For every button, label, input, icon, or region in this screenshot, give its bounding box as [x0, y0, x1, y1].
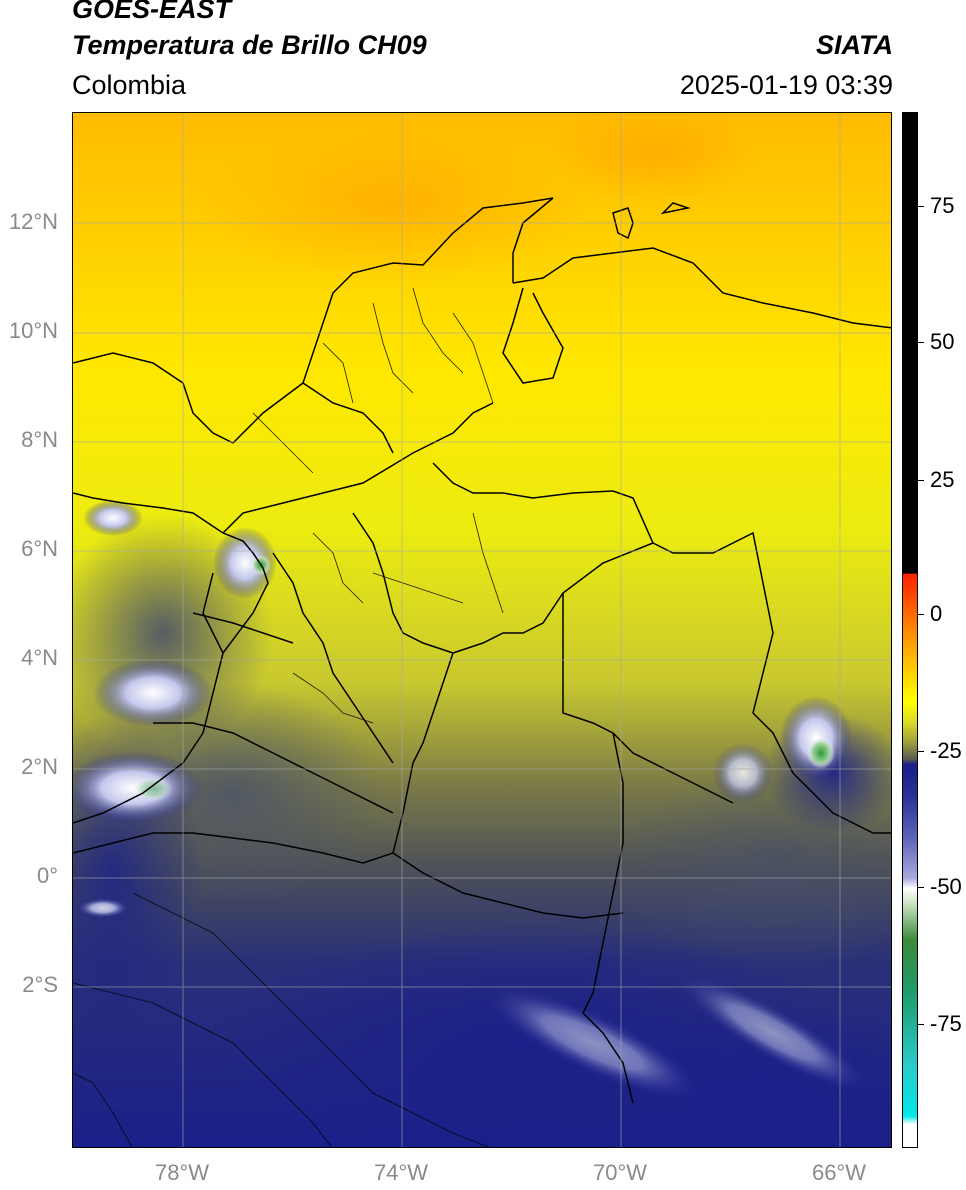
colorbar-label-75: 75 — [930, 193, 955, 218]
lon-label-78w: 78°W — [154, 1160, 210, 1185]
product-title: Temperatura de Brillo CH09 — [72, 30, 427, 60]
lat-label-6n: 6°N — [21, 536, 58, 561]
colorbar-label-0: 0 — [930, 601, 943, 626]
satellite-map[interactable] — [72, 112, 892, 1148]
satellite-title: GOES-EAST — [72, 0, 232, 24]
lat-label-2n: 2°N — [21, 754, 58, 779]
lat-label-0: 0° — [36, 863, 58, 888]
lat-label-10n: 10°N — [8, 318, 58, 343]
lon-label-66w: 66°W — [811, 1160, 867, 1185]
lon-label-70w: 70°W — [592, 1160, 648, 1185]
lat-label-4n: 4°N — [21, 645, 58, 670]
lat-label-2s: 2°S — [22, 972, 58, 997]
region-label: Colombia — [72, 70, 187, 100]
lon-label-74w: 74°W — [373, 1160, 429, 1185]
datetime-label: 2025-01-19 03:39 — [679, 70, 893, 100]
source-label: SIATA — [816, 30, 893, 60]
colorbar-label-minus25: -25 — [930, 738, 962, 763]
colorbar — [902, 112, 918, 1148]
lat-label-12n: 12°N — [8, 209, 58, 234]
colorbar-label-minus75: -75 — [930, 1011, 962, 1036]
colorbar-label-minus50: -50 — [930, 874, 962, 899]
colorbar-label-50: 50 — [930, 329, 955, 354]
colorbar-label-25: 25 — [930, 467, 955, 492]
lat-label-8n: 8°N — [21, 427, 58, 452]
map-canvas — [73, 113, 891, 1147]
